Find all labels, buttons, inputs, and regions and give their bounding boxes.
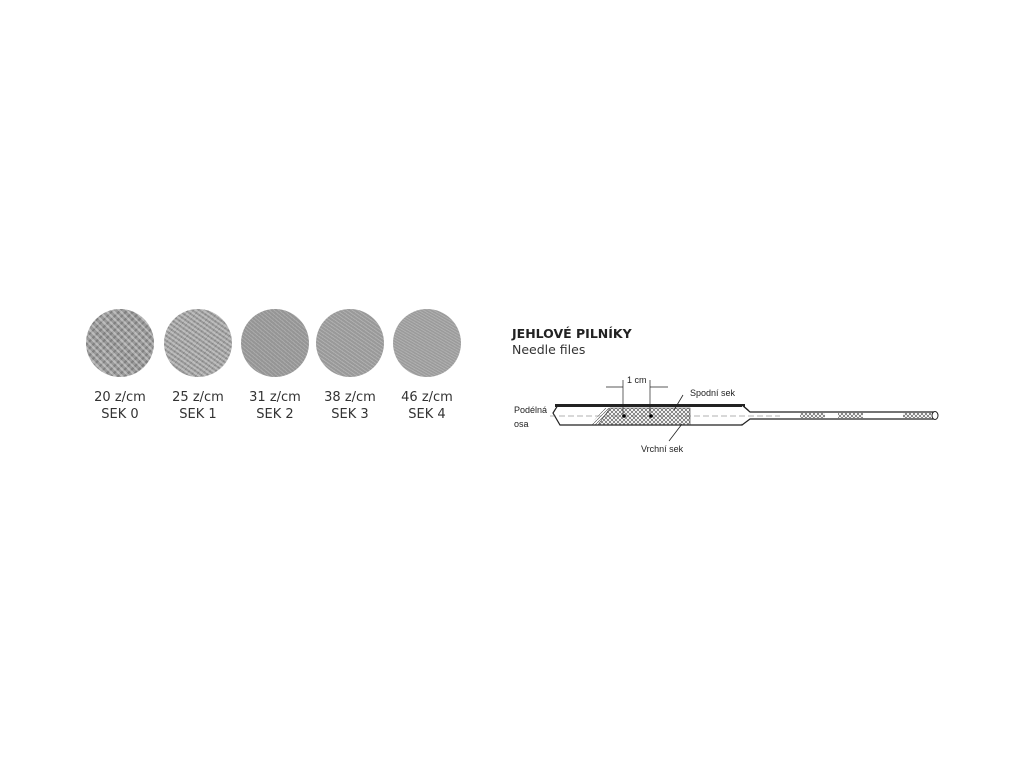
cut-grade: SEK 3: [331, 407, 369, 422]
cut-swatch-sek-3: [316, 309, 384, 377]
file-shank: [741, 404, 939, 426]
leader-line: [668, 423, 683, 442]
cut-density: 25 z/cm: [172, 390, 224, 405]
dimension-1cm: [606, 380, 668, 414]
cut-label-sek-1: 25 z/cm SEK 1: [153, 389, 243, 423]
shank-knurl: [838, 413, 863, 418]
measure-label: 1 cm: [627, 375, 647, 385]
measure-point: [622, 414, 626, 418]
shank-knurl: [800, 413, 825, 418]
cut-grade: SEK 0: [101, 407, 139, 422]
measure-point: [649, 414, 653, 418]
cut-density: 20 z/cm: [94, 390, 146, 405]
cut-grade: SEK 1: [179, 407, 217, 422]
cut-density: 46 z/cm: [401, 390, 453, 405]
cut-density: 38 z/cm: [324, 390, 376, 405]
cut-label-sek-0: 20 z/cm SEK 0: [75, 389, 165, 423]
shank-knurl: [903, 413, 931, 418]
cut-grade: SEK 2: [256, 407, 294, 422]
cut-swatch-sek-2: [241, 309, 309, 377]
axis-label-line1: Podélná: [514, 405, 547, 415]
cut-grade: SEK 4: [408, 407, 446, 422]
cut-swatch-sek-4: [393, 309, 461, 377]
file-body: [552, 404, 749, 426]
cut-density: 31 z/cm: [249, 390, 301, 405]
cut-swatch-sek-1: [164, 309, 232, 377]
leader-line: [673, 394, 684, 411]
lower-cut-label: Spodní sek: [690, 388, 736, 398]
cut-swatch-sek-0: [86, 309, 154, 377]
diagram-title: JEHLOVÉ PILNÍKY: [512, 326, 632, 341]
cut-label-sek-3: 38 z/cm SEK 3: [305, 389, 395, 423]
upper-cut-label: Vrchní sek: [641, 444, 684, 454]
cut-label-sek-4: 46 z/cm SEK 4: [382, 389, 472, 423]
cut-label-sek-2: 31 z/cm SEK 2: [230, 389, 320, 423]
axis-label-line2: osa: [514, 419, 529, 429]
diagram-subtitle: Needle files: [512, 342, 586, 357]
